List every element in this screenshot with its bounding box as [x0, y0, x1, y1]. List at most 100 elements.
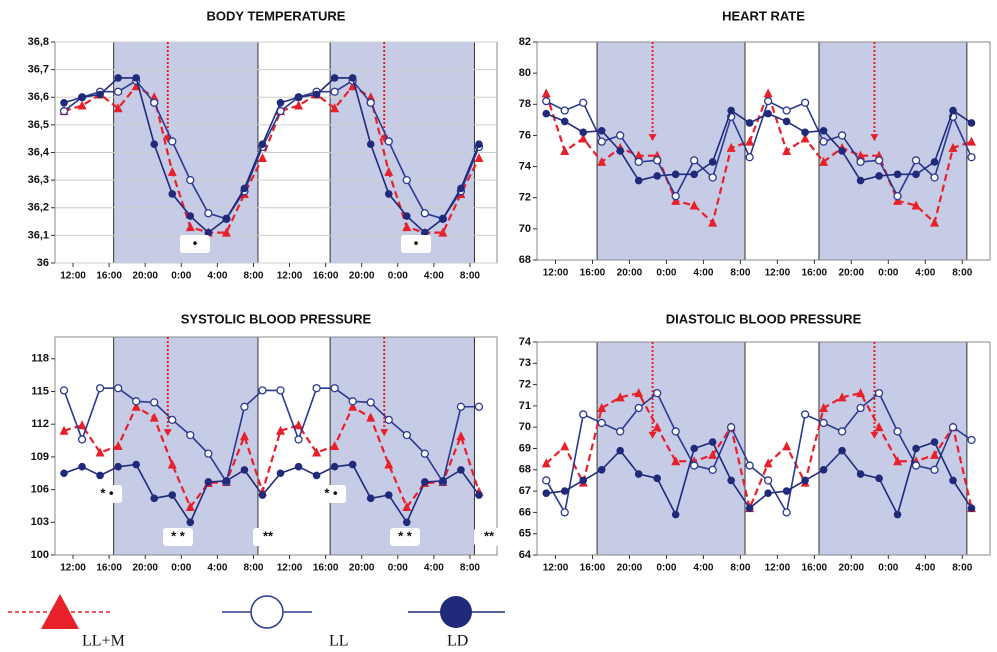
- marker: [186, 175, 195, 185]
- marker: [764, 489, 772, 498]
- marker: [456, 431, 466, 441]
- chart-title: HEART RATE: [722, 8, 805, 23]
- x-tick-label: 8:00: [460, 563, 480, 574]
- marker: [439, 477, 447, 485]
- marker: [240, 184, 249, 193]
- marker: [204, 209, 213, 218]
- marker: [856, 470, 865, 478]
- marker: [837, 427, 847, 436]
- marker: [653, 172, 661, 180]
- marker: [801, 128, 809, 137]
- marker: [150, 140, 159, 149]
- marker: [634, 176, 643, 185]
- marker: [132, 460, 140, 469]
- plot-frame: [54, 336, 498, 556]
- marker: [114, 462, 122, 471]
- marker: [312, 90, 321, 99]
- marker: [745, 461, 754, 470]
- marker: [456, 402, 466, 411]
- marker: [597, 137, 606, 146]
- marker: [726, 423, 736, 432]
- marker: [948, 423, 958, 432]
- marker: [258, 386, 267, 395]
- marker: [474, 153, 484, 163]
- y-tick-label: 68: [519, 464, 531, 476]
- y-tick-label: 36,2: [28, 202, 49, 214]
- y-tick-label: 36,8: [28, 36, 49, 48]
- marker: [222, 215, 231, 223]
- x-tick-label: 12:00: [277, 271, 303, 282]
- marker: [893, 170, 902, 179]
- marker: [366, 494, 375, 503]
- y-tick-label: 36,1: [28, 229, 49, 241]
- y-tick-label: 65: [519, 528, 531, 540]
- marker: [708, 465, 717, 474]
- marker: [819, 403, 829, 413]
- marker: [59, 425, 69, 435]
- y-tick-label: 106: [31, 484, 49, 496]
- marker: [95, 384, 105, 393]
- marker: [366, 398, 375, 407]
- marker: [837, 392, 847, 402]
- marker: [330, 103, 340, 113]
- marker: [819, 156, 829, 166]
- marker: [708, 438, 717, 446]
- marker: [402, 222, 412, 232]
- marker: [616, 147, 625, 155]
- y-tick-label: 82: [519, 36, 531, 48]
- marker: [542, 489, 551, 498]
- x-tick-label: 4:00: [693, 563, 713, 574]
- marker: [911, 200, 921, 210]
- marker: [875, 172, 883, 180]
- marker: [78, 93, 86, 102]
- x-tick-label: 20:00: [349, 271, 375, 282]
- marker: [348, 74, 357, 82]
- marker: [560, 508, 569, 517]
- marker: [912, 170, 920, 179]
- marker: [893, 456, 903, 466]
- marker: [168, 491, 177, 499]
- x-tick-label: 16:00: [580, 563, 606, 574]
- annotation-box: [316, 485, 346, 503]
- marker: [60, 98, 68, 107]
- marker: [745, 504, 754, 512]
- x-tick-label: 20:00: [617, 563, 643, 574]
- marker: [384, 459, 394, 469]
- marker: [457, 466, 465, 474]
- x-tick-label: 8:00: [730, 268, 750, 279]
- marker: [616, 131, 625, 140]
- x-tick-label: 20:00: [349, 563, 375, 574]
- y-tick-label: 103: [31, 516, 49, 528]
- marker: [542, 476, 551, 485]
- x-tick-label: 4:00: [424, 563, 444, 574]
- marker: [727, 106, 735, 115]
- marker: [597, 466, 606, 474]
- marker: [893, 192, 902, 201]
- marker: [911, 156, 921, 165]
- x-tick-label: 4:00: [207, 563, 227, 574]
- marker: [59, 106, 69, 116]
- marker: [312, 447, 322, 457]
- marker: [402, 518, 411, 527]
- marker: [782, 117, 791, 126]
- annotation: * *: [171, 528, 186, 543]
- marker: [258, 491, 267, 499]
- marker: [616, 446, 625, 455]
- marker: [204, 478, 213, 486]
- marker: [671, 510, 680, 519]
- marker: [475, 491, 483, 499]
- x-tick-label: 0:00: [171, 563, 191, 574]
- y-tick-label: 68: [519, 254, 531, 266]
- marker: [874, 422, 884, 432]
- marker: [634, 157, 643, 167]
- marker: [475, 140, 483, 149]
- marker: [541, 458, 551, 468]
- annotation: * •: [324, 485, 338, 500]
- y-tick-label: 36,7: [28, 64, 49, 76]
- dark-period: [113, 336, 259, 556]
- marker: [420, 449, 429, 458]
- marker: [819, 126, 828, 135]
- marker: [671, 170, 680, 179]
- marker: [239, 431, 249, 441]
- x-tick-label: 4:00: [915, 563, 935, 574]
